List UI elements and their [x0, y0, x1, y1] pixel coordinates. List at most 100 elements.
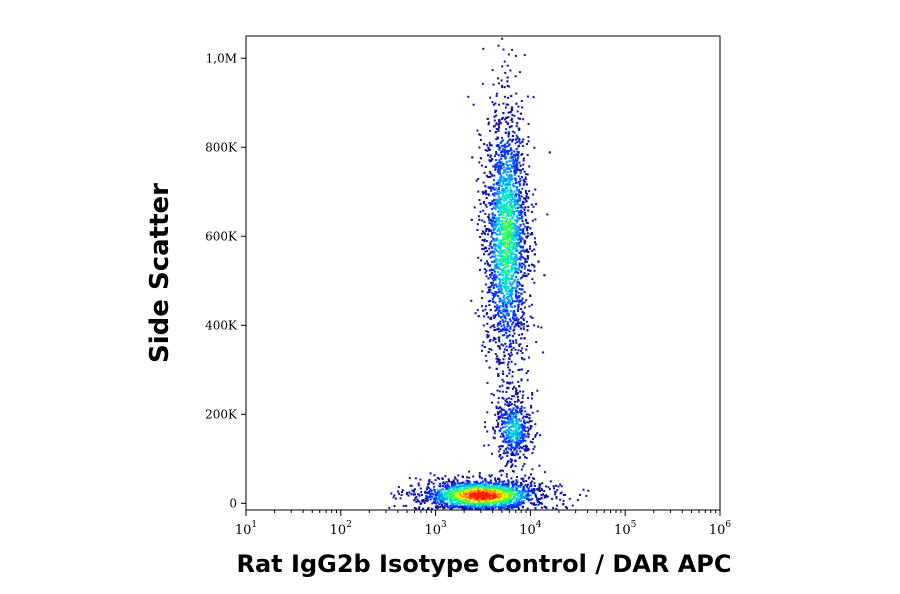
event-dot	[513, 425, 516, 428]
event-dot	[505, 473, 508, 476]
event-dot	[520, 303, 523, 306]
event-dot	[504, 465, 507, 468]
event-dot	[415, 500, 418, 503]
event-dot	[512, 415, 515, 418]
event-dot	[502, 155, 505, 157]
event-dot	[473, 502, 476, 505]
event-dot	[497, 450, 500, 453]
event-dot	[506, 239, 509, 242]
event-dot	[509, 343, 512, 346]
event-dot	[393, 505, 396, 508]
event-dot	[514, 155, 517, 158]
event-dot	[520, 195, 523, 198]
event-dot	[487, 176, 490, 178]
event-dot	[506, 329, 509, 331]
event-dot	[472, 490, 475, 493]
event-dot	[505, 198, 508, 201]
event-dot	[525, 372, 528, 374]
event-dot	[515, 479, 518, 482]
event-dot	[520, 495, 523, 498]
event-dot	[536, 498, 539, 501]
event-dot	[491, 216, 494, 219]
event-dot	[498, 481, 501, 483]
event-dot	[502, 380, 505, 383]
event-dot	[522, 437, 524, 440]
event-dot	[499, 210, 502, 213]
event-dot	[519, 349, 522, 352]
event-dot	[506, 64, 509, 67]
event-dot	[497, 44, 500, 47]
event-dot	[485, 193, 488, 196]
event-dot	[470, 499, 473, 502]
event-dot	[458, 486, 461, 489]
event-dot	[497, 206, 500, 209]
event-dot	[501, 206, 504, 209]
event-dot	[418, 500, 421, 503]
event-dot	[502, 296, 505, 299]
event-dot	[524, 415, 527, 418]
event-dot	[524, 197, 527, 200]
event-dot	[509, 382, 512, 385]
event-dot	[503, 498, 506, 501]
event-dot	[497, 401, 500, 404]
event-dot	[532, 438, 535, 440]
event-dot	[488, 219, 491, 222]
event-dot	[518, 264, 521, 267]
event-dot	[521, 256, 524, 258]
event-dot	[525, 173, 528, 176]
event-dot	[486, 507, 489, 510]
event-dot	[514, 465, 517, 468]
event-dot	[474, 488, 477, 491]
event-dot	[499, 179, 502, 182]
event-dot	[499, 493, 502, 496]
event-dot	[511, 421, 514, 424]
event-dot	[466, 479, 469, 482]
event-dot	[525, 235, 528, 238]
event-dot	[498, 146, 501, 149]
event-dot	[501, 505, 504, 508]
event-dot	[530, 480, 533, 483]
event-dot	[493, 243, 495, 246]
event-dot	[429, 494, 432, 497]
event-dot	[479, 507, 482, 510]
event-dot	[427, 507, 430, 510]
event-dot	[511, 252, 514, 255]
event-dot	[504, 500, 507, 503]
event-dot	[510, 429, 513, 432]
event-dot	[479, 487, 482, 490]
event-dot	[492, 493, 495, 496]
event-dot	[531, 278, 534, 281]
event-dot	[508, 415, 511, 418]
event-dot	[523, 425, 526, 428]
event-dot	[490, 187, 493, 190]
event-dot	[479, 202, 482, 205]
event-dot	[515, 446, 518, 449]
event-dot	[500, 407, 503, 410]
event-dot	[509, 260, 512, 263]
event-dot	[487, 154, 490, 157]
event-dot	[465, 479, 468, 482]
event-dot	[495, 218, 498, 221]
event-dot	[506, 323, 509, 325]
event-dot	[498, 297, 501, 300]
event-dot	[500, 269, 503, 272]
event-dot	[500, 469, 503, 472]
event-dot	[512, 159, 515, 161]
event-dot	[499, 427, 502, 430]
event-dot	[520, 419, 523, 422]
event-dot	[509, 290, 511, 293]
event-dot	[529, 485, 532, 488]
event-dot	[528, 356, 530, 359]
event-dot	[492, 296, 495, 299]
event-dot	[510, 214, 513, 217]
event-dot	[514, 163, 517, 166]
event-dot	[433, 501, 436, 504]
event-dot	[520, 270, 522, 273]
event-dot	[510, 492, 513, 495]
event-dot	[515, 219, 518, 222]
event-dot	[502, 499, 505, 502]
event-dot	[507, 53, 510, 56]
event-dot	[491, 193, 494, 196]
event-dot	[510, 178, 513, 181]
event-dot	[490, 284, 493, 287]
